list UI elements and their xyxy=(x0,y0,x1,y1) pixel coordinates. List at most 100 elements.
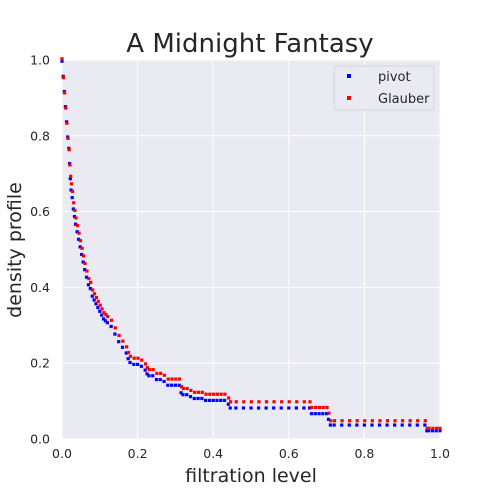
data-point-glauber xyxy=(393,419,397,423)
data-point-glauber xyxy=(348,419,352,423)
data-point-glauber xyxy=(189,388,193,393)
y-tick-label: 0.4 xyxy=(30,280,50,295)
data-point-glauber xyxy=(170,377,174,381)
data-point-glauber xyxy=(113,326,117,330)
data-point-pivot xyxy=(139,364,143,368)
data-point-glauber xyxy=(340,419,344,423)
data-point-glauber xyxy=(378,419,382,423)
data-point-pivot xyxy=(101,317,106,321)
data-point-glauber xyxy=(70,189,75,194)
data-point-glauber xyxy=(68,163,72,167)
data-point-glauber xyxy=(177,377,182,381)
data-point-pivot xyxy=(120,345,125,349)
data-point-pivot xyxy=(192,396,196,401)
data-point-glauber xyxy=(85,269,89,273)
data-point-glauber xyxy=(69,182,74,186)
data-point-pivot xyxy=(90,294,94,298)
data-point-pivot xyxy=(84,275,89,279)
data-point-glauber xyxy=(104,313,108,317)
y-tick-label: 0.0 xyxy=(30,432,50,447)
data-point-glauber xyxy=(125,345,129,349)
data-point-pivot xyxy=(272,406,276,410)
legend-marker-pivot xyxy=(347,74,351,78)
data-point-glauber xyxy=(185,386,189,391)
y-tick-label: 0.6 xyxy=(30,204,50,219)
legend-marker-glauber xyxy=(347,96,351,100)
chart-title: A Midnight Fantasy xyxy=(126,29,373,59)
data-point-pivot xyxy=(185,393,189,397)
data-point-glauber xyxy=(87,277,91,281)
grid-lines xyxy=(61,59,441,440)
data-point-pivot xyxy=(204,398,208,403)
data-point-pivot xyxy=(92,298,96,302)
data-point-glauber xyxy=(234,400,238,404)
data-point-glauber xyxy=(438,426,442,430)
data-point-glauber xyxy=(332,419,337,423)
data-point-glauber xyxy=(74,216,78,220)
data-point-glauber xyxy=(174,377,178,381)
data-point-pivot xyxy=(96,305,100,310)
y-tick-label: 1.0 xyxy=(30,53,50,68)
data-point-glauber xyxy=(219,392,223,396)
data-point-glauber xyxy=(60,57,64,61)
data-point-pivot xyxy=(60,59,64,63)
data-point-pivot xyxy=(88,287,92,291)
data-point-pivot xyxy=(234,406,238,410)
x-axis-label: filtration level xyxy=(185,465,317,487)
data-point-pivot xyxy=(434,429,438,433)
data-point-glauber xyxy=(434,426,439,430)
data-point-glauber xyxy=(385,419,390,423)
data-point-pivot xyxy=(321,412,325,416)
data-point-glauber xyxy=(80,246,84,250)
data-point-glauber xyxy=(242,400,246,404)
data-point-glauber xyxy=(67,148,71,152)
data-point-glauber xyxy=(75,223,80,228)
data-point-glauber xyxy=(64,106,68,110)
data-point-pivot xyxy=(438,429,442,433)
data-point-glauber xyxy=(102,311,106,315)
data-point-pivot xyxy=(207,398,212,403)
data-point-glauber xyxy=(121,339,125,343)
data-point-glauber xyxy=(308,400,312,404)
data-point-glauber xyxy=(166,377,170,381)
data-point-glauber xyxy=(81,254,86,258)
data-point-pivot xyxy=(98,309,102,313)
data-point-pivot xyxy=(400,423,404,427)
data-point-pivot xyxy=(340,423,344,427)
data-point-pivot xyxy=(332,423,336,427)
data-point-pivot xyxy=(313,412,317,416)
data-point-pivot xyxy=(83,268,87,272)
data-point-pivot xyxy=(328,423,332,427)
x-tick-label: 0.8 xyxy=(354,446,374,461)
data-point-pivot xyxy=(211,398,215,403)
legend-label-pivot: pivot xyxy=(378,70,411,85)
data-point-glauber xyxy=(78,239,83,243)
data-point-pivot xyxy=(103,319,108,323)
data-point-glauber xyxy=(151,367,155,372)
data-point-glauber xyxy=(400,419,405,423)
data-point-pivot xyxy=(393,423,397,427)
data-point-glauber xyxy=(117,333,121,338)
data-point-pivot xyxy=(81,260,85,264)
legend: pivot Glauber xyxy=(333,65,435,111)
data-point-pivot xyxy=(94,302,98,306)
data-point-pivot xyxy=(326,417,331,421)
data-point-glauber xyxy=(427,426,431,430)
data-point-pivot xyxy=(307,406,312,410)
data-point-pivot xyxy=(181,393,185,397)
x-tick-label: 1.0 xyxy=(430,446,450,461)
data-point-pivot xyxy=(170,383,174,387)
data-point-pivot xyxy=(143,368,147,372)
data-point-pivot xyxy=(128,360,132,365)
data-point-glauber xyxy=(143,362,148,366)
data-point-glauber xyxy=(159,371,163,375)
data-point-pivot xyxy=(177,383,181,387)
data-point-glauber xyxy=(181,386,185,391)
data-point-pivot xyxy=(68,177,72,181)
data-point-glauber xyxy=(431,426,435,430)
data-point-pivot xyxy=(287,406,291,410)
data-point-pivot xyxy=(78,245,82,249)
data-point-glauber xyxy=(147,367,151,372)
data-point-glauber xyxy=(94,295,98,300)
data-point-glauber xyxy=(179,385,184,389)
